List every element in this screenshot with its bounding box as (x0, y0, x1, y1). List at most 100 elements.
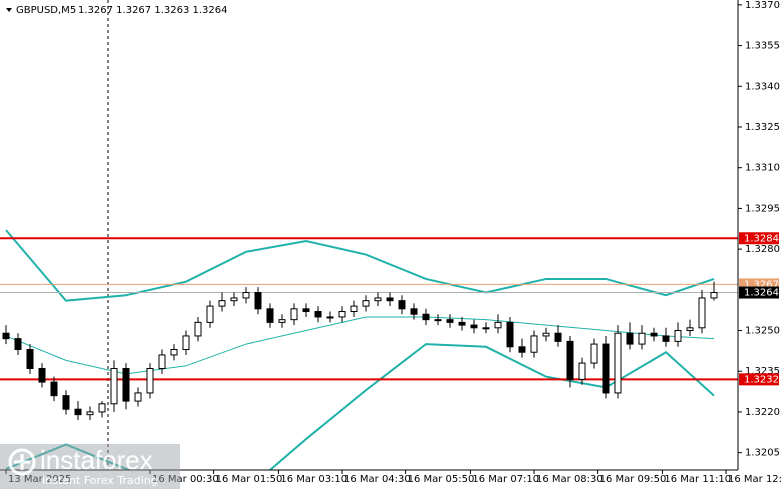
indicator-line (5, 229, 715, 302)
header-icon (6, 8, 12, 12)
y-tick-label: 1.3235 (745, 366, 780, 377)
candle-body (530, 335, 538, 353)
candle-body (362, 300, 370, 307)
level-label-bg (739, 286, 779, 299)
candle-body (50, 381, 58, 397)
axes: 1.3205 1.3220 1.3235 1.3250 1.3280 1.3295 1.33… (5, 0, 781, 485)
candle-body (374, 297, 382, 302)
candle-body (182, 335, 190, 351)
candle-body (446, 319, 454, 323)
x-tick-label: 16 Mar 12:30 (728, 474, 781, 485)
candle-body (98, 403, 106, 413)
candle-body (710, 292, 718, 299)
candle-body (434, 319, 442, 322)
candle-body (686, 327, 694, 332)
candle-body (62, 395, 70, 410)
candle-body (638, 332, 646, 345)
candle-body (698, 297, 706, 329)
y-tick-label: 1.3295 (745, 203, 780, 214)
candle-body (422, 313, 430, 321)
candle-body (398, 300, 406, 310)
y-tick-label: 1.3220 (745, 407, 780, 418)
level-label: 1.3264 (744, 288, 779, 299)
x-tick-label: 16 Mar 00:30 (152, 474, 219, 485)
candle-body (158, 354, 166, 370)
candle-body (110, 368, 118, 405)
candle-body (38, 368, 46, 383)
candle-body (338, 311, 346, 318)
candle-body (170, 349, 178, 356)
candle-body (26, 349, 34, 370)
y-tick-label: 1.3355 (745, 41, 780, 52)
candle-body (494, 321, 502, 329)
x-tick-label: 13 Mar 2025 (8, 474, 71, 485)
x-tick-label: 16 Mar 01:50 (216, 474, 283, 485)
plot-area (0, 0, 738, 470)
candle-body (542, 332, 550, 337)
brand: instaforex (40, 445, 153, 475)
candle-body (122, 368, 130, 402)
candle-body (590, 343, 598, 364)
x-tick-label: 16 Mar 11:10 (664, 474, 731, 485)
candle-body (458, 321, 466, 326)
candle-body (518, 346, 526, 353)
y-tick-label: 1.3250 (745, 326, 780, 337)
candle-body (230, 297, 238, 302)
x-tick-label: 16 Mar 07:10 (472, 474, 539, 485)
ohlc-header: 1.3267 1.3267 1.3263 1.3264 (78, 5, 228, 16)
candle-body (242, 292, 250, 299)
candle-body (554, 332, 562, 342)
y-tick-label: 1.3340 (745, 81, 780, 92)
candle-body (266, 308, 274, 323)
candle-body (650, 332, 658, 337)
candle-body (194, 321, 202, 337)
logo-ring (8, 448, 36, 476)
candle-body (278, 319, 286, 323)
candle-body (674, 330, 682, 342)
level-label: 1.3284 (744, 233, 779, 244)
header: GBPUSD,M5 1.3267 1.3267 1.3263 1.3264 (6, 5, 228, 16)
candle-body (206, 305, 214, 323)
x-tick-label: 16 Mar 05:50 (408, 474, 475, 485)
y-tick-label: 1.3310 (745, 163, 780, 174)
y-tick-label: 1.3370 (745, 0, 780, 11)
candle-body (74, 408, 82, 416)
x-tick-label: 16 Mar 03:10 (280, 474, 347, 485)
level-label-bg (739, 232, 779, 245)
candle-body (566, 340, 574, 380)
y-tick-label: 1.3325 (745, 122, 780, 133)
candle-body (326, 316, 334, 319)
x-tick-label: 16 Mar 09:50 (600, 474, 667, 485)
x-tick-label: 16 Mar 08:30 (536, 474, 603, 485)
level-label-bg (739, 373, 779, 386)
candle-body (218, 300, 226, 307)
candle-body (302, 308, 310, 313)
candle-body (86, 411, 94, 416)
candle-body (410, 308, 418, 315)
candle-body (482, 327, 490, 330)
candle-body (470, 324, 478, 329)
candle-body (506, 321, 514, 348)
candle-body (314, 311, 322, 318)
candle-body (134, 392, 142, 402)
symbol: GBPUSD,M5 (16, 5, 76, 16)
logo-cross (14, 454, 30, 470)
candle-body (14, 338, 22, 351)
candle-body (626, 332, 634, 345)
candle-body (350, 305, 358, 313)
tagline: Instant Forex Trading (42, 474, 158, 487)
x-tick-label: 16 Mar 04:30 (344, 474, 411, 485)
candle-body (614, 332, 622, 394)
candle-body (146, 368, 154, 394)
y-tick-label: 1.3280 (745, 244, 780, 255)
level-label: 1.3267 (744, 279, 779, 290)
candle-body (254, 292, 262, 310)
candle-body (578, 362, 586, 380)
candle-body (602, 343, 610, 394)
candle-body (386, 297, 394, 302)
candle-body (290, 308, 298, 321)
level-label: 1.3232 (744, 374, 779, 385)
watermark: instaforex Instant Forex Trading (0, 444, 180, 489)
